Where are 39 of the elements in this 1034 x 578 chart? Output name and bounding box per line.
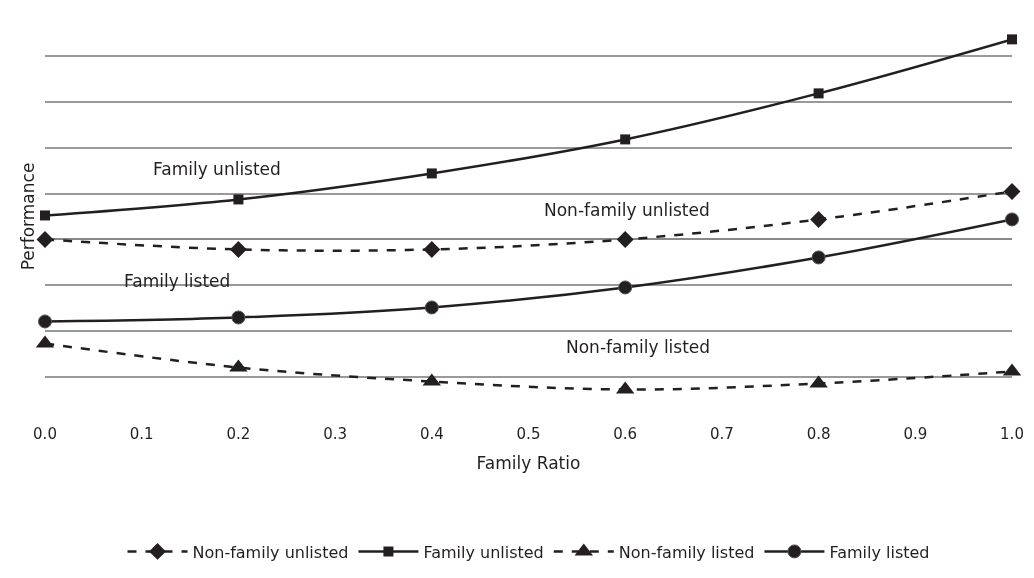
point bbox=[38, 314, 52, 329]
x-tick-label: 0.1 bbox=[129, 425, 154, 443]
point bbox=[810, 210, 828, 228]
x-tick-label: 0.2 bbox=[226, 425, 251, 443]
point bbox=[40, 210, 50, 221]
point bbox=[233, 194, 244, 205]
legend-label: Family unlisted bbox=[423, 542, 544, 562]
point bbox=[616, 230, 634, 248]
x-tick-label: 0.6 bbox=[613, 425, 638, 443]
annotation: Non-family listed bbox=[566, 337, 711, 357]
point bbox=[813, 88, 824, 99]
point bbox=[231, 310, 246, 325]
point bbox=[423, 241, 441, 258]
point bbox=[426, 168, 437, 179]
point bbox=[1005, 212, 1019, 227]
x-tick-label: 0.4 bbox=[419, 425, 444, 443]
point bbox=[620, 134, 631, 145]
x-tick-label: 0.0 bbox=[33, 425, 57, 443]
x-tick-label: 0.7 bbox=[709, 425, 734, 443]
point bbox=[229, 241, 247, 258]
x-tick-label: 0.9 bbox=[903, 425, 928, 443]
x-tick-label: 0.3 bbox=[323, 425, 348, 443]
annotation: Family unlisted bbox=[153, 159, 281, 179]
annotation: Non-family unlisted bbox=[544, 200, 710, 220]
y-axis-title: Performance bbox=[17, 162, 38, 271]
x-tick-label: 0.8 bbox=[806, 425, 831, 443]
legend-label: Non-family unlisted bbox=[192, 542, 349, 562]
point bbox=[618, 280, 633, 295]
x-tick-label: 1.0 bbox=[1000, 425, 1024, 443]
point bbox=[1003, 182, 1021, 200]
x-tick-label: 0.5 bbox=[516, 425, 541, 443]
point bbox=[424, 300, 439, 315]
point bbox=[36, 230, 54, 248]
legend-label: Family listed bbox=[829, 542, 930, 562]
point bbox=[1007, 34, 1017, 45]
annotation: Family listed bbox=[124, 271, 231, 291]
point bbox=[811, 250, 826, 265]
x-axis-title: Family Ratio bbox=[476, 453, 581, 474]
legend-label: Non-family listed bbox=[618, 542, 755, 562]
